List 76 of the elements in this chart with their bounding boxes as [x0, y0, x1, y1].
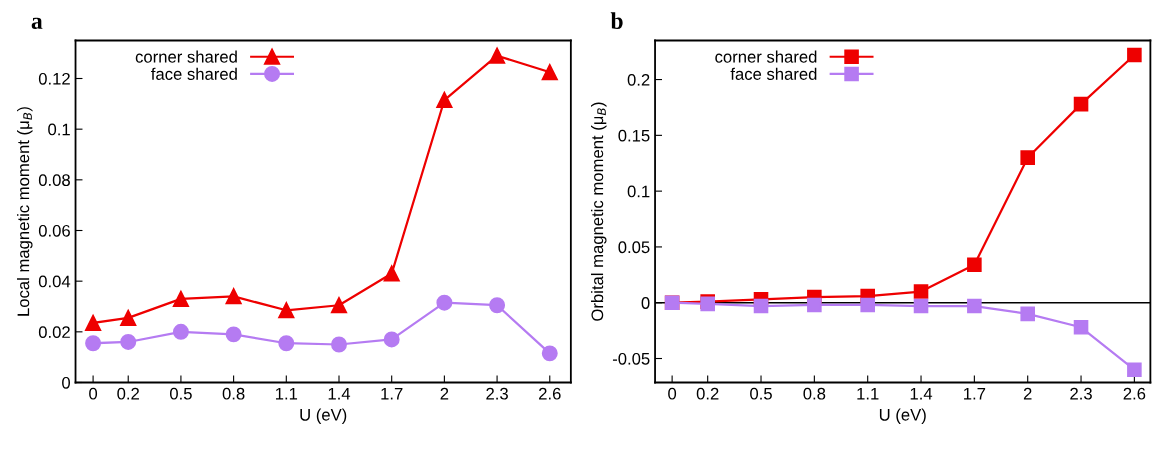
- point: [225, 288, 242, 305]
- point: [331, 336, 347, 353]
- point: [913, 284, 929, 299]
- point: [120, 333, 137, 350]
- x-tick-label: 1.4: [910, 387, 933, 400]
- y-tick-label: -0.05: [612, 352, 650, 365]
- x-tick-label: 0.5: [750, 387, 772, 400]
- y-tick-label: 0: [641, 297, 650, 309]
- y-tick-label: 0.12: [38, 72, 70, 85]
- x-tick-label: 0.2: [696, 387, 719, 400]
- point: [541, 64, 558, 81]
- y-tick-label: 0.02: [38, 326, 70, 339]
- x-tick-label: 2: [1023, 387, 1032, 400]
- point: [85, 314, 102, 331]
- point: [1127, 47, 1142, 63]
- x-tick-label: 1.7: [964, 387, 986, 400]
- x-axis-title: U (eV): [300, 408, 347, 424]
- y-tick-label: 0.05: [618, 241, 650, 254]
- x-tick-label: 2.3: [486, 387, 508, 400]
- y-tick-label: 0.15: [618, 129, 650, 142]
- x-tick-label: 1.1: [275, 387, 298, 400]
- point: [436, 92, 453, 109]
- y-tick-label: 0: [62, 376, 71, 389]
- point: [967, 298, 982, 314]
- point: [383, 265, 400, 282]
- point: [860, 297, 875, 313]
- y-axis-title: Orbital magnetic moment (μ$_{B}$): [590, 102, 607, 321]
- y-tick-label: 0.2: [627, 73, 650, 86]
- y-tick-label: 0.1: [48, 123, 70, 136]
- x-tick-label: 0.8: [222, 387, 245, 400]
- point: [172, 323, 189, 340]
- point: [436, 294, 453, 311]
- point: [172, 290, 189, 307]
- x-tick-label: 0.8: [803, 387, 826, 400]
- point: [807, 297, 822, 313]
- legend-label: face shared: [730, 67, 817, 80]
- point: [278, 302, 295, 319]
- point: [913, 298, 929, 314]
- x-tick-label: 0: [89, 387, 98, 400]
- y-tick-label: 0.1: [627, 185, 650, 198]
- x-tick-label: 1.7: [381, 387, 403, 400]
- x-tick-label: 2: [440, 387, 449, 400]
- legend-label: corner shared: [135, 50, 237, 63]
- x-tick-label: 2.3: [1070, 387, 1092, 400]
- y-axis-title: Local magnetic moment (μ$_{B}$): [17, 107, 33, 316]
- x-tick-label: 1.1: [857, 387, 879, 400]
- legend-label: face shared: [151, 67, 237, 80]
- point: [383, 331, 400, 348]
- legend-label: corner shared: [715, 50, 817, 63]
- x-tick-label: 0.2: [117, 387, 139, 400]
- point: [1073, 96, 1089, 112]
- chart-title: b: [610, 12, 623, 29]
- point: [541, 345, 558, 362]
- x-tick-label: 2.6: [1123, 387, 1146, 400]
- x-tick-label: 0.5: [169, 387, 192, 400]
- point: [1073, 319, 1089, 335]
- point: [331, 297, 347, 314]
- y-tick-label: 0.04: [38, 275, 71, 288]
- point: [85, 335, 102, 352]
- point: [1127, 362, 1142, 377]
- y-tick-label: 0.08: [38, 174, 70, 187]
- chart-title: a: [31, 17, 43, 29]
- point: [278, 335, 295, 352]
- point: [225, 326, 242, 343]
- point: [967, 257, 982, 273]
- x-tick-label: 2.6: [539, 387, 561, 400]
- point: [1020, 150, 1035, 165]
- x-axis-title: U (eV): [879, 408, 926, 424]
- x-tick-label: 1.4: [328, 387, 351, 400]
- point: [489, 297, 506, 314]
- point: [120, 309, 137, 326]
- x-tick-label: 0: [668, 387, 677, 400]
- point: [753, 298, 769, 314]
- point: [1020, 306, 1035, 322]
- y-tick-label: 0.06: [38, 224, 70, 237]
- point: [489, 47, 506, 64]
